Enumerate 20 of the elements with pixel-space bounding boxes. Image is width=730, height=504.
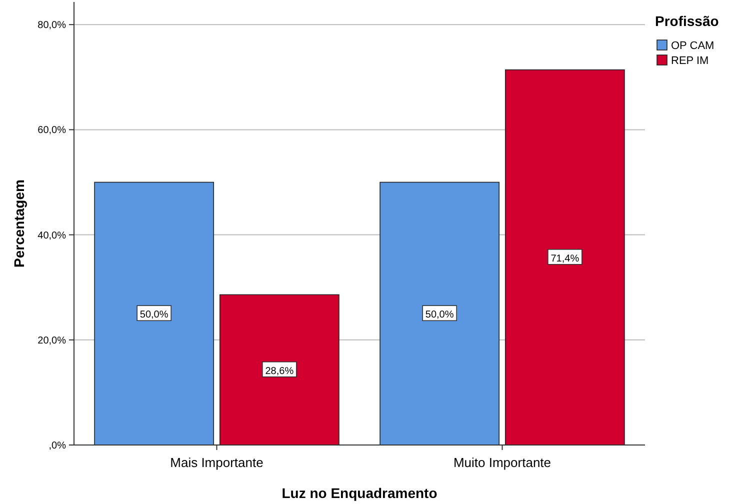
bar <box>219 294 340 446</box>
legend-title: Profissão <box>655 13 719 29</box>
data-label: 28,6% <box>265 366 294 377</box>
x-tick-label: Mais Importante <box>170 455 264 470</box>
bar <box>94 182 214 446</box>
y-tick-label: 40,0% <box>38 230 66 242</box>
x-axis-title: Luz no Enquadramento <box>282 485 438 501</box>
legend-label: REP IM <box>671 55 709 67</box>
y-axis-title: Percentagem <box>11 180 27 268</box>
data-label: 50,0% <box>425 310 454 321</box>
data-label: 50,0% <box>140 310 168 321</box>
legend-label: OP CAM <box>671 40 714 52</box>
data-label: 71,4% <box>550 253 580 264</box>
y-tick-label: 80,0% <box>38 20 66 32</box>
y-tick-label: 60,0% <box>38 125 66 136</box>
y-tick-label: 20,0% <box>38 335 66 346</box>
x-tick-label: Muito Importante <box>453 455 552 470</box>
bar <box>504 69 625 446</box>
y-tick-label: ,0% <box>48 440 66 452</box>
bar <box>380 182 500 446</box>
